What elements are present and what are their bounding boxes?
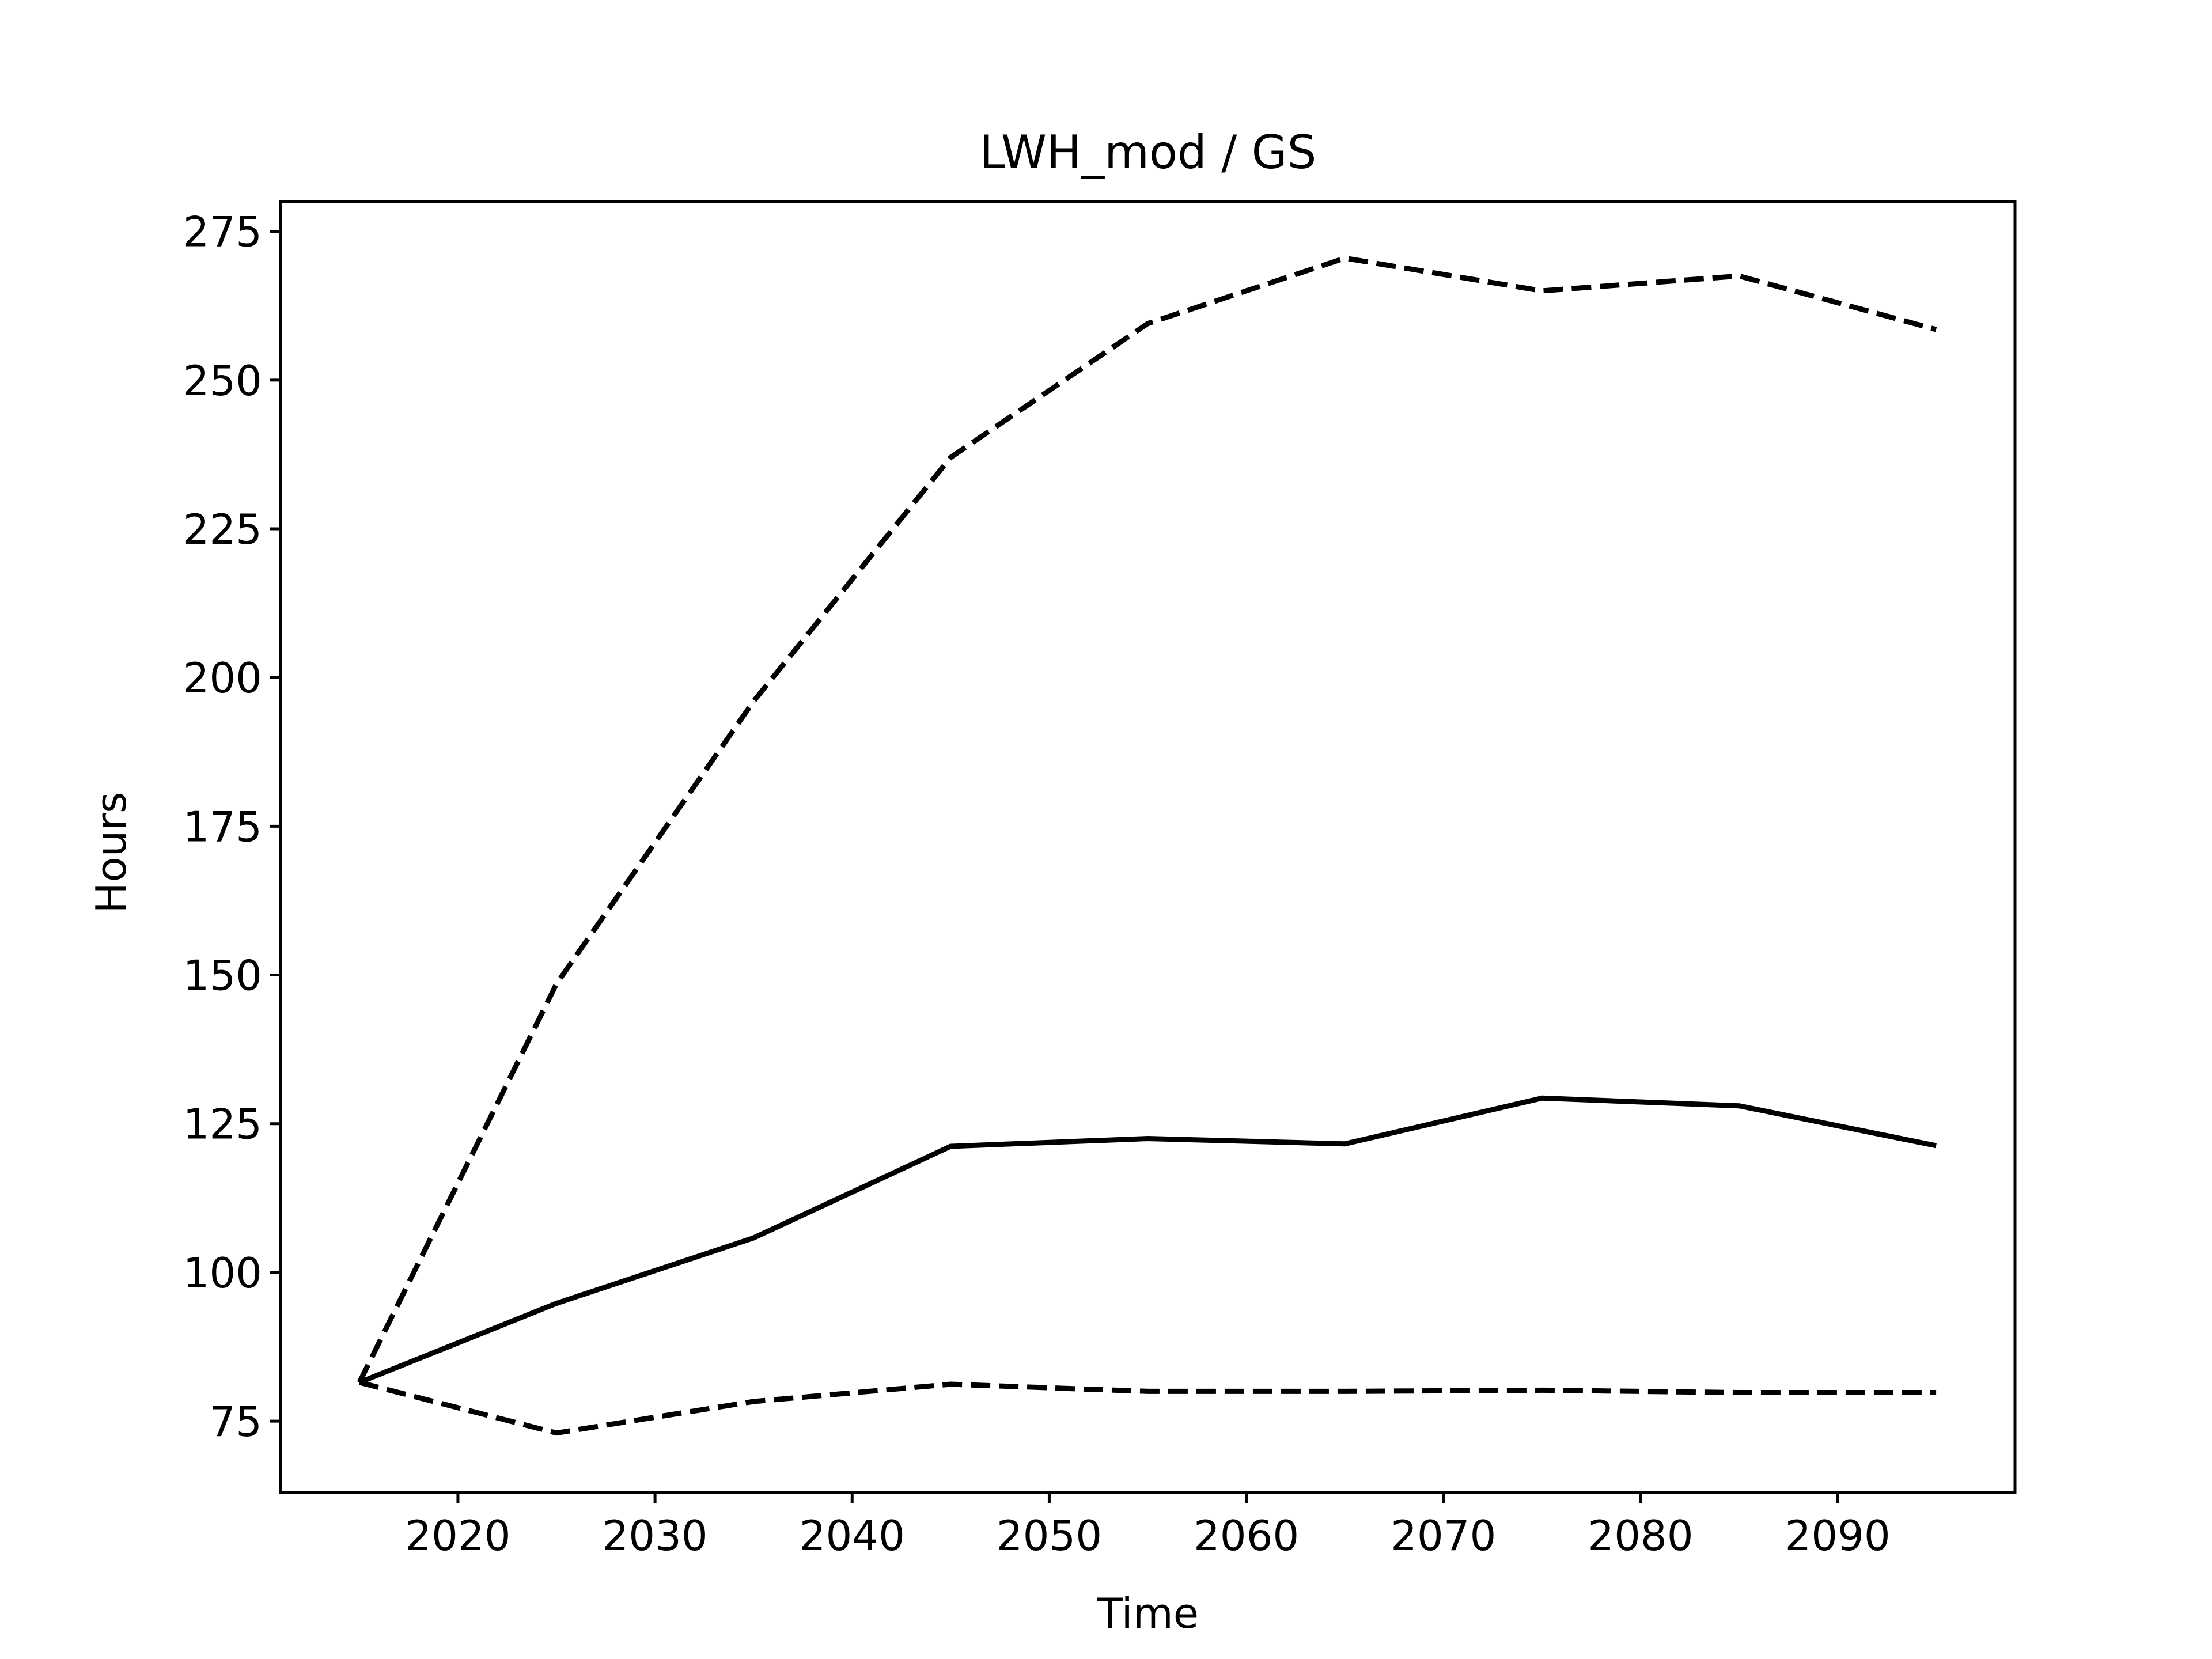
y-tick-label: 200	[183, 654, 262, 702]
plot-frame	[279, 200, 2017, 1494]
x-tick-label: 2050	[997, 1512, 1102, 1560]
y-axis-label: Hours	[87, 792, 135, 914]
x-tick-label: 2030	[602, 1512, 707, 1560]
x-tick-label: 2040	[800, 1512, 905, 1560]
x-tick-label: 2090	[1785, 1512, 1890, 1560]
x-tick-label: 2020	[405, 1512, 510, 1560]
y-tick-label: 250	[183, 357, 262, 405]
series-line-0	[357, 255, 1937, 1384]
y-tick-label: 125	[183, 1100, 262, 1149]
y-tick-label: 100	[183, 1249, 262, 1297]
y-tick-label: 275	[183, 208, 262, 256]
plot-series	[357, 255, 1937, 1436]
series-line-2	[358, 1380, 1937, 1436]
x-tick-label: 2080	[1588, 1512, 1693, 1560]
x-tick-label: 2070	[1391, 1512, 1496, 1560]
series-line-1	[358, 1095, 1937, 1385]
x-tick-label: 2060	[1194, 1512, 1299, 1560]
chart-title: LWH_mod / GS	[980, 126, 1317, 179]
y-tick-label: 150	[183, 952, 262, 1000]
y-tick-label: 75	[209, 1397, 262, 1446]
y-tick-label: 225	[183, 505, 262, 554]
axis-ticks: 2020 2030 2040 2050 2060 2070 2080 2090 75 100 125…	[183, 208, 1891, 1560]
y-tick-label: 175	[183, 802, 262, 851]
x-axis-label: Time	[1097, 1589, 1199, 1638]
